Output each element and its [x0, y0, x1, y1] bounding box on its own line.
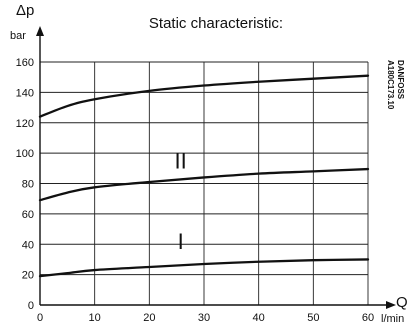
y-tick-label: 160	[16, 57, 34, 69]
y-tick-label: 40	[22, 239, 34, 251]
y-axis-symbol: Δp	[16, 2, 34, 19]
document-code: A180C173.10	[386, 60, 395, 110]
series-line	[38, 74, 370, 118]
y-tick-label: 60	[22, 209, 34, 221]
region-label: I	[178, 229, 184, 254]
chart-title: Static characteristic:	[149, 15, 283, 32]
x-tick-label: 60	[362, 312, 374, 324]
region-label: II	[175, 149, 187, 174]
y-tick-label: 100	[16, 148, 34, 160]
x-tick-label: 50	[307, 312, 319, 324]
x-tick-label: 30	[198, 312, 210, 324]
region-labels: III	[175, 149, 187, 254]
brand-label: DANFOSS	[396, 60, 405, 100]
x-tick-label: 40	[253, 312, 265, 324]
tick-labels: 0 20 40 60 80 100 120 140 160 0 10 20 30 40 50 60	[16, 57, 374, 324]
x-tick-label: 0	[37, 312, 43, 324]
x-axis-unit: l/min	[381, 313, 404, 325]
series-line	[38, 167, 370, 202]
grid	[40, 61, 369, 305]
series-lines	[38, 74, 370, 278]
series-line	[38, 258, 370, 278]
y-tick-label: 80	[22, 179, 34, 191]
x-axis-arrow	[386, 301, 396, 309]
y-tick-label: 120	[16, 118, 34, 130]
axes	[36, 26, 396, 309]
y-axis-unit: bar	[10, 30, 26, 42]
x-tick-label: 20	[143, 312, 155, 324]
y-tick-label: 140	[16, 87, 34, 99]
y-tick-label: 0	[28, 300, 34, 312]
x-tick-label: 10	[89, 312, 101, 324]
y-tick-label: 20	[22, 270, 34, 282]
y-axis-arrow	[36, 26, 44, 36]
x-axis-symbol: Q	[396, 294, 408, 311]
